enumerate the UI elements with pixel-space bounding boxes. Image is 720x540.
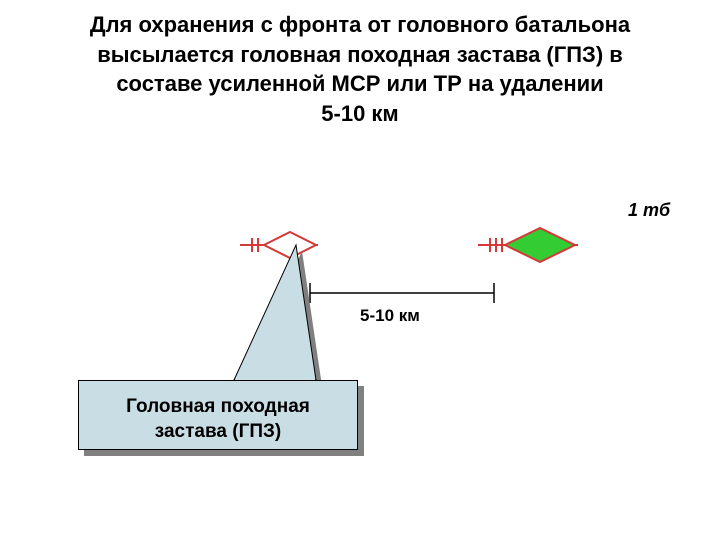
callout-box: Головная походная застава (ГПЗ) bbox=[78, 380, 358, 450]
callout-line-1: Головная походная bbox=[91, 395, 345, 420]
diagram-svg bbox=[0, 0, 720, 540]
callout-pointer bbox=[234, 245, 322, 386]
dimension-line bbox=[310, 283, 494, 303]
right-military-symbol bbox=[478, 228, 578, 262]
left-military-symbol bbox=[240, 232, 318, 258]
dimension-label: 5-10 км bbox=[360, 306, 420, 326]
callout-line-2: застава (ГПЗ) bbox=[91, 420, 345, 445]
